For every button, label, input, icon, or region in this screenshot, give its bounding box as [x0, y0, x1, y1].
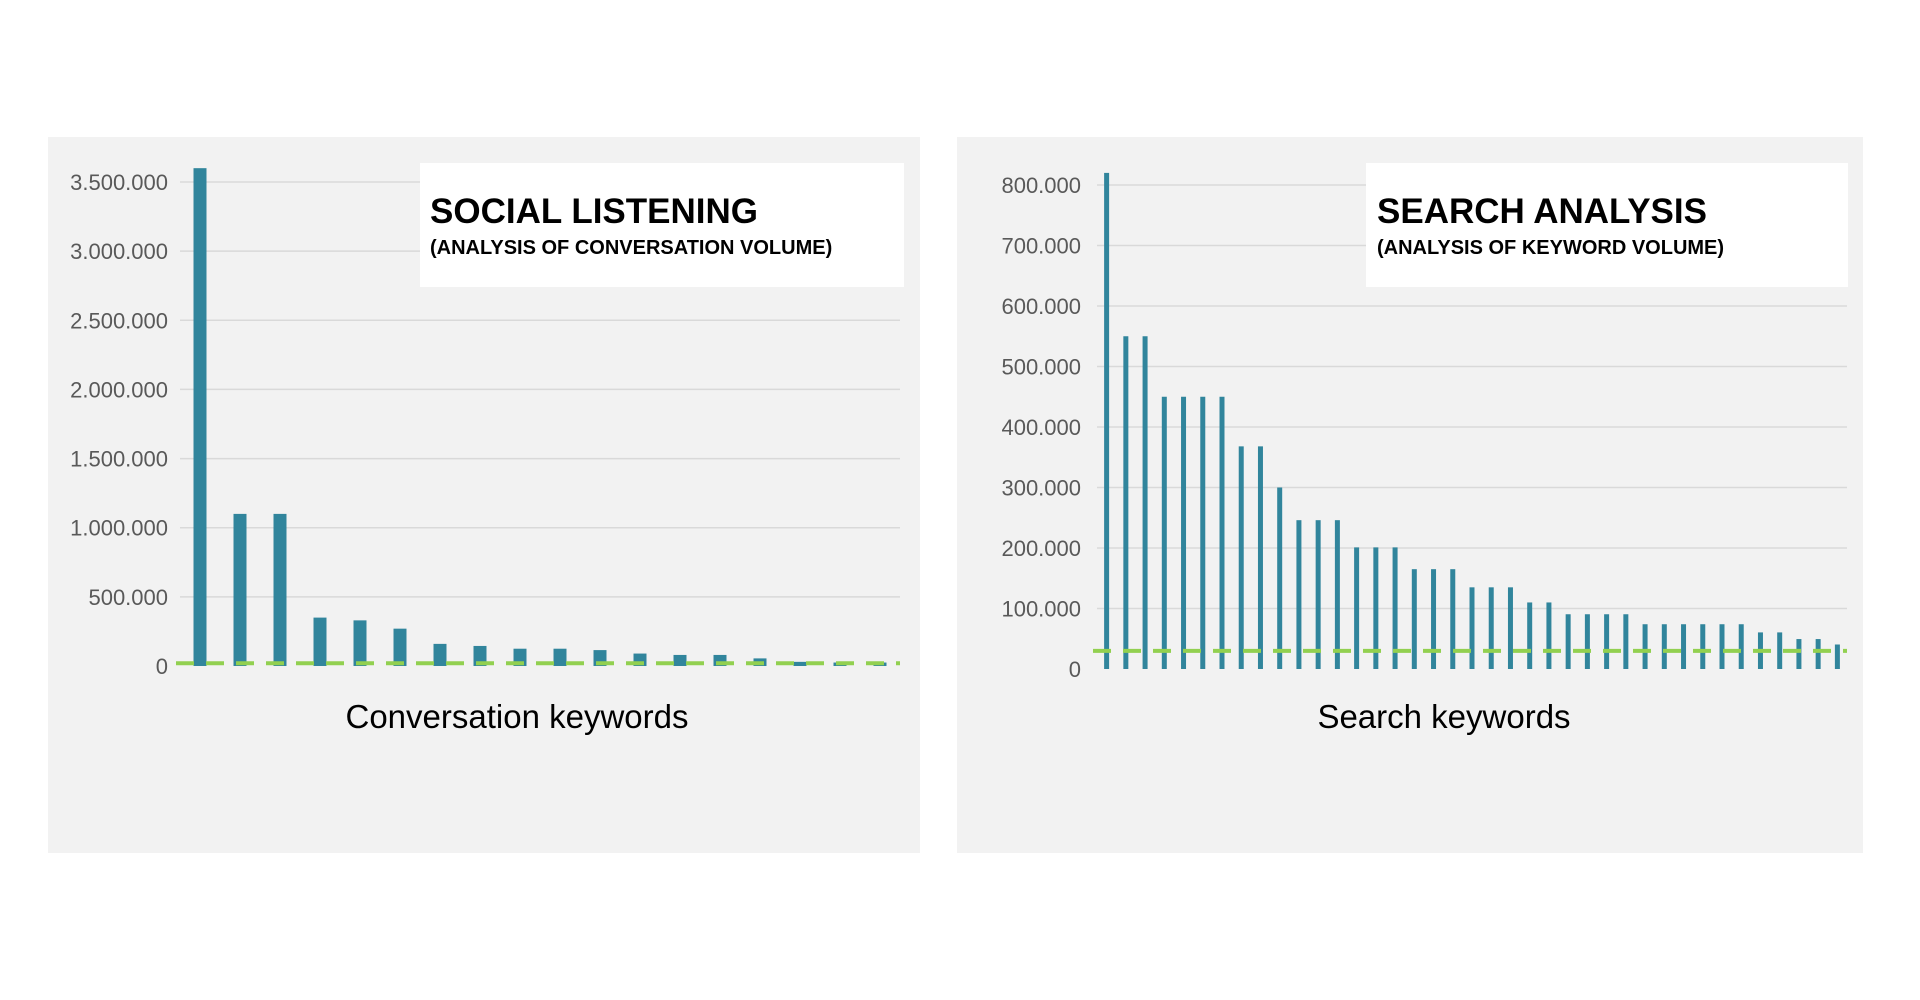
bar: [1181, 396, 1187, 669]
bar: [1834, 644, 1840, 669]
bar: [1565, 614, 1571, 669]
bar: [1334, 520, 1340, 669]
bar: [1623, 614, 1629, 669]
y-tick-label: 3.500.000: [70, 170, 168, 195]
y-tick-label: 500.000: [1001, 355, 1081, 380]
search-analysis-chart-panel: 0 100.000 200.000 300.000 400.000 500.000 600.…: [957, 137, 1863, 853]
bar: [393, 628, 407, 666]
y-tick-label: 0: [1069, 657, 1081, 682]
social-listening-chart-panel: 0 500.000 1.000.000 1.500.000 2.000.000 2.500…: [48, 137, 920, 853]
chart-title-box: [1366, 163, 1848, 287]
bar: [313, 617, 327, 666]
bar: [353, 620, 367, 666]
bar: [1738, 624, 1744, 669]
y-tick-label: 1.500.000: [70, 447, 168, 472]
bar: [553, 648, 567, 666]
bar: [1661, 624, 1667, 669]
bar: [1411, 569, 1417, 669]
bar: [1507, 587, 1513, 669]
bar: [1354, 547, 1360, 669]
chart-subtitle: (ANALYSIS OF CONVERSATION VOLUME): [430, 237, 832, 259]
bar: [1431, 569, 1437, 669]
bar: [1257, 446, 1263, 669]
bar: [793, 661, 807, 666]
bar: [1238, 446, 1244, 669]
y-tick-label: 2.000.000: [70, 377, 168, 402]
bar: [1373, 547, 1379, 669]
y-tick-label: 800.000: [1001, 173, 1081, 198]
bar: [1277, 487, 1283, 669]
bar: [193, 168, 207, 666]
y-tick-label: 3.000.000: [70, 239, 168, 264]
chart-title: SEARCH ANALYSIS: [1377, 192, 1707, 231]
bar: [1584, 614, 1590, 669]
bar: [1527, 602, 1533, 669]
y-tick-label: 500.000: [88, 585, 168, 610]
bar: [1200, 396, 1206, 669]
bar: [1719, 624, 1725, 669]
bar: [1681, 624, 1687, 669]
bar: [1219, 396, 1225, 669]
social-listening-chart: 0 500.000 1.000.000 1.500.000 2.000.000 2.500…: [70, 163, 904, 735]
bar: [273, 513, 287, 666]
bar: [1469, 587, 1475, 669]
chart-title: SOCIAL LISTENING: [430, 192, 758, 231]
bar: [1546, 602, 1552, 669]
bar: [1700, 624, 1706, 669]
bar: [1315, 520, 1321, 669]
bar: [1642, 624, 1648, 669]
y-tick-label: 400.000: [1001, 415, 1081, 440]
chart-title-box: [420, 163, 904, 287]
y-tick-label: 600.000: [1001, 294, 1081, 319]
bar: [1123, 336, 1129, 669]
chart-subtitle: (ANALYSIS OF KEYWORD VOLUME): [1377, 237, 1724, 259]
bar: [1104, 172, 1110, 669]
bar: [1142, 336, 1148, 669]
bar: [1296, 520, 1302, 669]
y-tick-label: 1.000.000: [70, 516, 168, 541]
bar: [1604, 614, 1610, 669]
y-tick-label: 2.500.000: [70, 308, 168, 333]
bar: [1392, 547, 1398, 669]
bar: [1488, 587, 1494, 669]
y-tick-label: 100.000: [1001, 597, 1081, 622]
y-tick-label: 200.000: [1001, 536, 1081, 561]
bar: [473, 645, 487, 666]
y-tick-label: 0: [156, 654, 168, 679]
bar: [1450, 569, 1456, 669]
bar: [1777, 632, 1783, 669]
y-tick-label: 300.000: [1001, 476, 1081, 501]
y-tick-label: 700.000: [1001, 234, 1081, 259]
bar: [673, 654, 687, 666]
x-axis-label: Search keywords: [1317, 698, 1570, 735]
search-analysis-chart: 0 100.000 200.000 300.000 400.000 500.000 600.…: [1001, 163, 1848, 735]
bar: [1161, 396, 1167, 669]
bar: [1815, 639, 1821, 669]
x-axis-label: Conversation keywords: [346, 698, 689, 735]
bar: [433, 643, 447, 666]
bar: [713, 654, 727, 666]
bar: [233, 513, 247, 666]
bar: [1796, 639, 1802, 669]
